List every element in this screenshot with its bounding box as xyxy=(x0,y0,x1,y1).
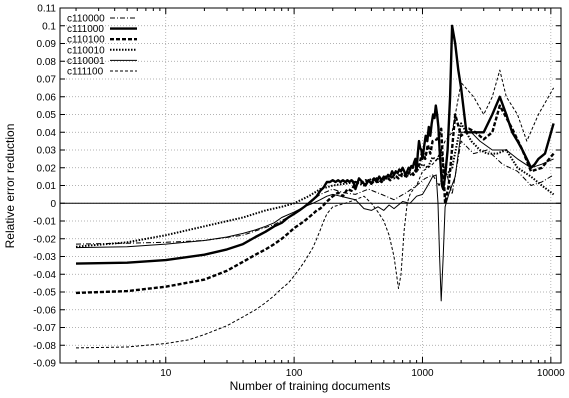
series-line-c111100 xyxy=(75,69,555,349)
legend-label-c110001: c110001 xyxy=(67,56,105,67)
y-tick-label: -0.09 xyxy=(33,359,56,370)
y-tick-label: 0.06 xyxy=(37,92,57,103)
series-line-c110000 xyxy=(75,140,554,245)
y-tick-label: -0.01 xyxy=(33,217,56,228)
series-line-c110001 xyxy=(75,131,554,302)
legend-label-c111000: c111000 xyxy=(67,24,104,35)
x-tick-label: 10000 xyxy=(537,368,565,379)
y-tick-label: 0.04 xyxy=(37,128,57,139)
series-group xyxy=(75,24,555,349)
y-tick-label: -0.03 xyxy=(33,252,56,263)
y-tick-label: -0.02 xyxy=(33,234,56,245)
legend-label-c110010: c110010 xyxy=(67,45,105,56)
y-tick-label: -0.08 xyxy=(33,341,56,352)
y-tick-label: 0.07 xyxy=(37,75,57,86)
y-tick-label: 0.09 xyxy=(37,39,57,50)
legend: c110000c111000c110100c110010c110001c1111… xyxy=(67,14,137,78)
y-tick-label: 0.02 xyxy=(37,163,57,174)
y-tick-label: -0.07 xyxy=(33,323,56,334)
legend-label-c111100: c111100 xyxy=(67,67,104,78)
x-tick-label: 10 xyxy=(160,368,172,379)
y-tick-label: -0.04 xyxy=(33,270,56,281)
series-line-c110010 xyxy=(75,122,555,248)
legend-label-c110100: c110100 xyxy=(67,35,105,46)
x-tick-label: 100 xyxy=(286,368,303,379)
tick-labels: -0.09 -0.08 -0.07 -0.06 -0.05 -0.04 -0.03 -0.02… xyxy=(33,4,565,380)
y-tick-label: 0.08 xyxy=(37,57,57,68)
ticks xyxy=(60,7,561,364)
y-axis-label: Relative error reduction xyxy=(3,124,17,249)
y-tick-label: 0 xyxy=(50,199,56,210)
y-tick-label: 0.01 xyxy=(37,181,57,192)
series-line-c111000 xyxy=(75,24,555,265)
x-axis-label: Number of training documents xyxy=(230,379,391,393)
y-tick-label: -0.06 xyxy=(33,305,56,316)
y-tick-label: 0.05 xyxy=(37,110,57,121)
x-tick-label: 1000 xyxy=(411,368,434,379)
y-tick-label: 0.1 xyxy=(42,21,56,32)
y-tick-label: 0.03 xyxy=(37,146,57,157)
legend-label-c110000: c110000 xyxy=(67,14,105,25)
y-tick-label: 0.11 xyxy=(37,4,56,15)
y-tick-label: -0.05 xyxy=(33,288,56,299)
